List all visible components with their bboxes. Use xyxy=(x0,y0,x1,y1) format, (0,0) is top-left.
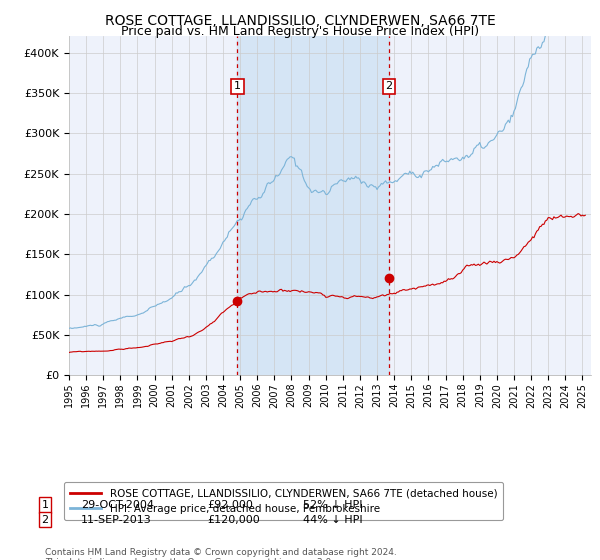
Text: Price paid vs. HM Land Registry's House Price Index (HPI): Price paid vs. HM Land Registry's House … xyxy=(121,25,479,38)
Text: ROSE COTTAGE, LLANDISSILIO, CLYNDERWEN, SA66 7TE: ROSE COTTAGE, LLANDISSILIO, CLYNDERWEN, … xyxy=(104,14,496,28)
Text: 11-SEP-2013: 11-SEP-2013 xyxy=(81,515,152,525)
Text: 1: 1 xyxy=(41,500,49,510)
Text: £92,000: £92,000 xyxy=(207,500,253,510)
Bar xyxy=(237,36,389,375)
Text: 29-OCT-2004: 29-OCT-2004 xyxy=(81,500,154,510)
Text: Contains HM Land Registry data © Crown copyright and database right 2024.
This d: Contains HM Land Registry data © Crown c… xyxy=(45,548,397,560)
Text: 52% ↓ HPI: 52% ↓ HPI xyxy=(303,500,362,510)
Legend: ROSE COTTAGE, LLANDISSILIO, CLYNDERWEN, SA66 7TE (detached house), HPI: Average : ROSE COTTAGE, LLANDISSILIO, CLYNDERWEN, … xyxy=(64,482,503,520)
Text: 1: 1 xyxy=(234,81,241,91)
Text: £120,000: £120,000 xyxy=(207,515,260,525)
Text: 44% ↓ HPI: 44% ↓ HPI xyxy=(303,515,362,525)
Text: 2: 2 xyxy=(385,81,392,91)
Text: 2: 2 xyxy=(41,515,49,525)
